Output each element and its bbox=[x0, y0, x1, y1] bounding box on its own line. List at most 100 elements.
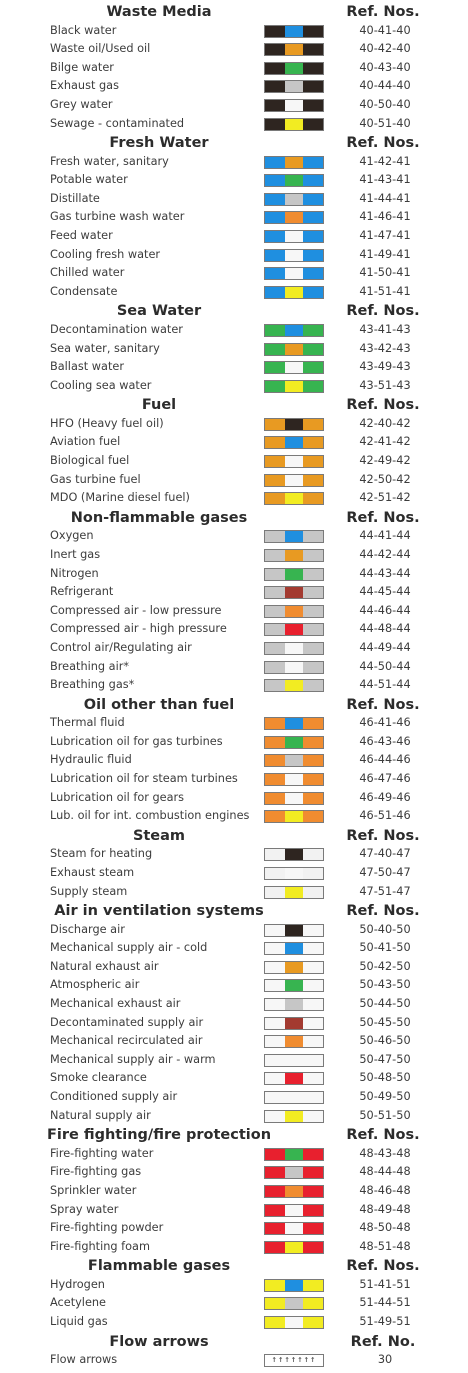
swatch-outer-band bbox=[302, 175, 323, 187]
row-label: Discharge air bbox=[50, 922, 125, 936]
swatch-middle-band bbox=[285, 493, 303, 505]
swatch-middle-band bbox=[285, 568, 303, 580]
ref-number: 41-43-41 bbox=[359, 173, 411, 187]
row-label: Decontaminated supply air bbox=[50, 1015, 204, 1029]
ref-number: 46-43-46 bbox=[359, 734, 411, 748]
table-row: Sprinkler water 48-46-48 bbox=[0, 1182, 468, 1200]
row-label: Natural exhaust air bbox=[50, 959, 159, 973]
ref-number: 41-44-41 bbox=[359, 191, 411, 205]
section-title: Steam bbox=[132, 827, 186, 844]
swatch-middle-band bbox=[285, 624, 303, 636]
ref-header: Ref. Nos. bbox=[346, 903, 420, 920]
row-label: Distillate bbox=[50, 191, 100, 205]
swatch-outer-band bbox=[302, 118, 323, 130]
table-row: Fire-fighting foam 48-51-48 bbox=[0, 1238, 468, 1256]
swatch-middle-band bbox=[285, 418, 303, 430]
table-row: Lubrication oil for gas turbines 46-43-46 bbox=[0, 733, 468, 751]
swatch-middle-band bbox=[285, 1241, 303, 1253]
table-row: Waste oil/Used oil 40-42-40 bbox=[0, 40, 468, 58]
swatch-middle-band bbox=[285, 980, 303, 992]
swatch-middle-band bbox=[285, 249, 303, 261]
color-code-swatch bbox=[264, 960, 324, 974]
table-row: Fire-fighting water 48-43-48 bbox=[0, 1145, 468, 1163]
swatch-outer-band bbox=[302, 1017, 323, 1029]
row-label: Compressed air - high pressure bbox=[50, 622, 227, 636]
row-label: Fire-fighting gas bbox=[50, 1165, 142, 1179]
table-row: Decontaminated supply air 50-45-50 bbox=[0, 1014, 468, 1032]
swatch-middle-band bbox=[285, 943, 303, 955]
table-row: Conditioned supply air 50-49-50 bbox=[0, 1088, 468, 1106]
swatch-middle-band bbox=[285, 1223, 303, 1235]
ref-number: 41-50-41 bbox=[359, 266, 411, 280]
table-row: Inert gas 44-42-44 bbox=[0, 546, 468, 564]
row-label: Hydraulic fluid bbox=[50, 753, 132, 767]
swatch-outer-band bbox=[302, 531, 323, 543]
table-row: Supply steam 47-51-47 bbox=[0, 883, 468, 901]
row-label: Gas turbine fuel bbox=[50, 472, 141, 486]
row-label: Breathing gas* bbox=[50, 678, 135, 692]
table-row: Distillate 41-44-41 bbox=[0, 190, 468, 208]
swatch-outer-band bbox=[265, 212, 286, 224]
ref-header: Ref. Nos. bbox=[346, 509, 420, 526]
color-code-swatch bbox=[264, 379, 324, 393]
section-header: Flow arrows Ref. No. bbox=[0, 1332, 468, 1354]
color-code-swatch bbox=[264, 1278, 324, 1292]
section-header: Air in ventilation systems Ref. Nos. bbox=[0, 901, 468, 923]
table-row: Fire-fighting powder 48-50-48 bbox=[0, 1219, 468, 1237]
ref-number: 44-43-44 bbox=[359, 566, 411, 580]
swatch-outer-band bbox=[265, 1073, 286, 1085]
swatch-outer-band bbox=[302, 774, 323, 785]
swatch-outer-band bbox=[265, 25, 286, 37]
color-code-swatch bbox=[264, 604, 324, 618]
swatch-outer-band bbox=[265, 867, 286, 879]
swatch-middle-band bbox=[285, 25, 303, 37]
swatch-outer-band bbox=[265, 736, 286, 748]
ref-number: 42-41-42 bbox=[359, 435, 411, 449]
ref-number: 42-49-42 bbox=[359, 454, 411, 467]
row-label: Decontamination water bbox=[50, 322, 183, 336]
ref-number: 44-49-44 bbox=[359, 640, 411, 654]
swatch-outer-band bbox=[265, 531, 286, 543]
color-code-swatch bbox=[264, 735, 324, 749]
row-label: Mechanical supply air - warm bbox=[50, 1052, 216, 1066]
section-title: Fire fighting/fire protection bbox=[46, 1127, 272, 1144]
ref-number: 48-43-48 bbox=[359, 1146, 411, 1160]
row-label: Aviation fuel bbox=[50, 435, 121, 449]
swatch-middle-band bbox=[285, 1073, 303, 1085]
swatch-outer-band bbox=[302, 661, 323, 673]
color-code-swatch bbox=[264, 267, 324, 281]
color-code-swatch bbox=[264, 1222, 324, 1236]
section-title: Oil other than fuel bbox=[83, 696, 235, 713]
swatch-outer-band bbox=[302, 811, 323, 823]
color-code-swatch bbox=[264, 230, 324, 243]
swatch-outer-band bbox=[302, 849, 323, 861]
swatch-middle-band bbox=[285, 1054, 303, 1066]
swatch-outer-band bbox=[265, 1054, 286, 1066]
ref-number: 43-41-43 bbox=[359, 322, 411, 336]
table-row: Biological fuel 42-49-42 bbox=[0, 452, 468, 470]
swatch-outer-band bbox=[265, 587, 286, 599]
swatch-outer-band bbox=[302, 437, 323, 449]
ref-number: 46-41-46 bbox=[359, 716, 411, 730]
swatch-outer-band bbox=[265, 44, 286, 56]
table-row: Mechanical supply air - warm 50-47-50 bbox=[0, 1051, 468, 1069]
ref-number: 40-41-40 bbox=[359, 23, 411, 37]
ref-number: 44-42-44 bbox=[359, 547, 411, 561]
swatch-middle-band bbox=[285, 736, 303, 748]
color-code-swatch bbox=[264, 548, 324, 562]
swatch-middle-band bbox=[285, 193, 303, 205]
table-row: Feed water 41-47-41 bbox=[0, 227, 468, 245]
swatch-outer-band bbox=[302, 943, 323, 955]
row-label: Flow arrows bbox=[50, 1353, 118, 1367]
row-label: Fire-fighting water bbox=[50, 1146, 154, 1160]
section-title: Non-flammable gases bbox=[70, 509, 248, 526]
swatch-middle-band bbox=[285, 268, 303, 280]
swatch-middle-band bbox=[285, 774, 303, 785]
swatch-outer-band bbox=[302, 1279, 323, 1291]
ref-number: 30 bbox=[377, 1353, 393, 1367]
swatch-outer-band bbox=[265, 156, 286, 168]
row-label: Exhaust gas bbox=[50, 79, 119, 93]
row-label: Condensate bbox=[50, 284, 118, 298]
ref-number: 40-43-40 bbox=[359, 60, 411, 74]
ref-header: Ref. Nos. bbox=[346, 397, 420, 414]
